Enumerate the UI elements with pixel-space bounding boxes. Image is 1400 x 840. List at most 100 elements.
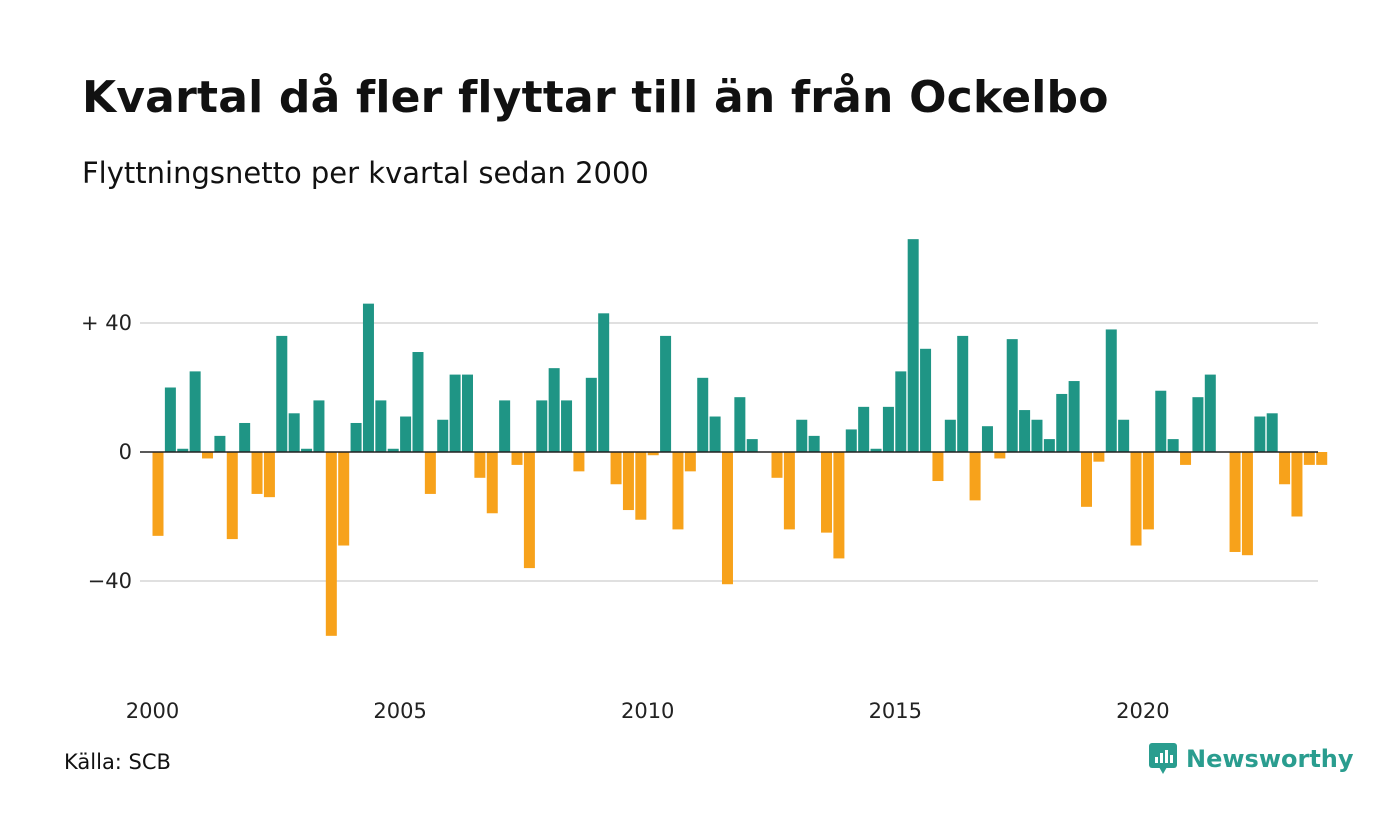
bar-2019-k4 xyxy=(1130,452,1142,546)
bar-2015-k3 xyxy=(920,348,932,452)
bar-2020-k2 xyxy=(1155,390,1167,452)
bar-2015-k2 xyxy=(907,239,919,452)
bar-2002-k2 xyxy=(263,452,275,498)
bar-2018-k4 xyxy=(1081,452,1092,507)
bar-2011-k1 xyxy=(697,377,709,452)
bar-2007-k4 xyxy=(536,400,548,452)
bar-2022-k1 xyxy=(1241,452,1253,556)
bar-2000-k1 xyxy=(152,452,164,536)
bar-2012-k1 xyxy=(746,439,758,452)
bar-2006-k2 xyxy=(462,374,473,452)
bar-2008-k1 xyxy=(548,368,560,452)
bar-2017-k2 xyxy=(1006,339,1018,453)
bar-2011-k3 xyxy=(721,452,733,585)
chart-title: Kvartal då fler flyttar till än från Ock… xyxy=(82,72,1109,123)
bar-2020-k4 xyxy=(1180,452,1192,465)
bars xyxy=(152,239,1328,636)
bar-2019-k2 xyxy=(1105,329,1117,452)
x-tick-label: 2005 xyxy=(373,699,426,723)
bar-2001-k1 xyxy=(202,452,214,459)
source-note: Källa: SCB xyxy=(64,750,171,774)
bar-2022-k3 xyxy=(1266,413,1278,452)
y-tick-label: −40 xyxy=(88,569,132,593)
bar-2016-k4 xyxy=(981,426,993,452)
bar-2013-k1 xyxy=(796,419,808,452)
bar-2016-k2 xyxy=(957,335,969,452)
bar-2009-k4 xyxy=(635,452,647,520)
bar-2014-k4 xyxy=(882,406,894,452)
bar-2007-k1 xyxy=(499,400,511,452)
bar-2003-k1 xyxy=(301,448,313,452)
bar-2018-k2 xyxy=(1056,393,1068,452)
x-tick-label: 2015 xyxy=(869,699,922,723)
bar-2009-k2 xyxy=(610,452,622,485)
bar-2017-k4 xyxy=(1031,419,1043,452)
bar-2005-k4 xyxy=(437,419,449,452)
chart-bubble-icon xyxy=(1149,743,1177,774)
bar-2012-k4 xyxy=(783,452,795,530)
bar-2007-k3 xyxy=(523,452,535,569)
bar-2000-k2 xyxy=(164,387,176,452)
bar-2010-k1 xyxy=(647,452,659,456)
bar-2002-k4 xyxy=(288,413,300,452)
bar-2006-k3 xyxy=(474,452,486,478)
y-axis-ticks: + 40 0 −40 xyxy=(81,311,132,593)
brand-name: Newsworthy xyxy=(1186,745,1354,773)
bar-2011-k4 xyxy=(734,397,746,453)
bar-2006-k1 xyxy=(449,374,461,452)
bar-2014-k3 xyxy=(870,448,882,452)
bar-2000-k4 xyxy=(189,371,201,453)
bar-2008-k4 xyxy=(585,377,597,452)
bar-2014-k2 xyxy=(858,406,870,452)
bar-2022-k2 xyxy=(1254,416,1266,452)
bar-2007-k2 xyxy=(511,452,523,465)
bar-2023-k3 xyxy=(1316,452,1328,465)
chart-subtitle: Flyttningsnetto per kvartal sedan 2000 xyxy=(82,156,649,190)
bar-2008-k3 xyxy=(573,452,585,472)
y-tick-label: 0 xyxy=(119,440,132,464)
bar-2021-k4 xyxy=(1229,452,1241,552)
bar-2016-k3 xyxy=(969,452,981,501)
bar-2006-k4 xyxy=(486,452,498,514)
bar-2011-k2 xyxy=(709,416,721,452)
bar-2010-k4 xyxy=(684,452,696,472)
bar-2013-k2 xyxy=(808,435,820,453)
bar-2013-k3 xyxy=(821,452,833,533)
bar-2001-k2 xyxy=(214,435,226,453)
bar-2000-k3 xyxy=(177,448,189,452)
bar-2023-k1 xyxy=(1291,452,1303,517)
bar-2005-k2 xyxy=(412,352,424,452)
x-tick-label: 2000 xyxy=(126,699,179,723)
bar-2015-k4 xyxy=(932,452,944,482)
bar-2002-k3 xyxy=(276,335,288,452)
bar-2015-k1 xyxy=(895,371,907,453)
bar-2022-k4 xyxy=(1279,452,1291,485)
x-axis-ticks: 2000 2005 2010 2015 2020 xyxy=(126,699,1170,723)
bar-2004-k2 xyxy=(362,303,374,452)
x-tick-label: 2020 xyxy=(1116,699,1169,723)
bar-2002-k1 xyxy=(251,452,263,494)
bar-2009-k3 xyxy=(622,452,634,511)
bar-2023-k2 xyxy=(1303,452,1315,465)
bar-2018-k1 xyxy=(1043,439,1055,452)
bar-2019-k3 xyxy=(1118,419,1130,452)
bar-2018-k3 xyxy=(1068,381,1080,452)
bar-2010-k3 xyxy=(672,452,684,530)
bar-2001-k3 xyxy=(226,452,238,540)
bar-2019-k1 xyxy=(1093,452,1105,462)
bar-2020-k1 xyxy=(1142,452,1154,530)
bar-2001-k4 xyxy=(239,422,251,453)
bar-2005-k1 xyxy=(400,416,412,452)
bar-2012-k3 xyxy=(771,452,783,478)
bar-2004-k1 xyxy=(350,422,362,453)
bar-2014-k1 xyxy=(845,429,857,452)
bar-2004-k4 xyxy=(387,448,399,452)
newsworthy-logo[interactable]: Newsworthy xyxy=(1148,742,1354,776)
bar-2021-k2 xyxy=(1204,374,1216,452)
bar-2003-k4 xyxy=(338,452,350,546)
bar-2017-k1 xyxy=(994,452,1006,459)
x-tick-label: 2010 xyxy=(621,699,674,723)
bar-2010-k2 xyxy=(660,335,672,452)
bar-2017-k3 xyxy=(1019,410,1031,452)
